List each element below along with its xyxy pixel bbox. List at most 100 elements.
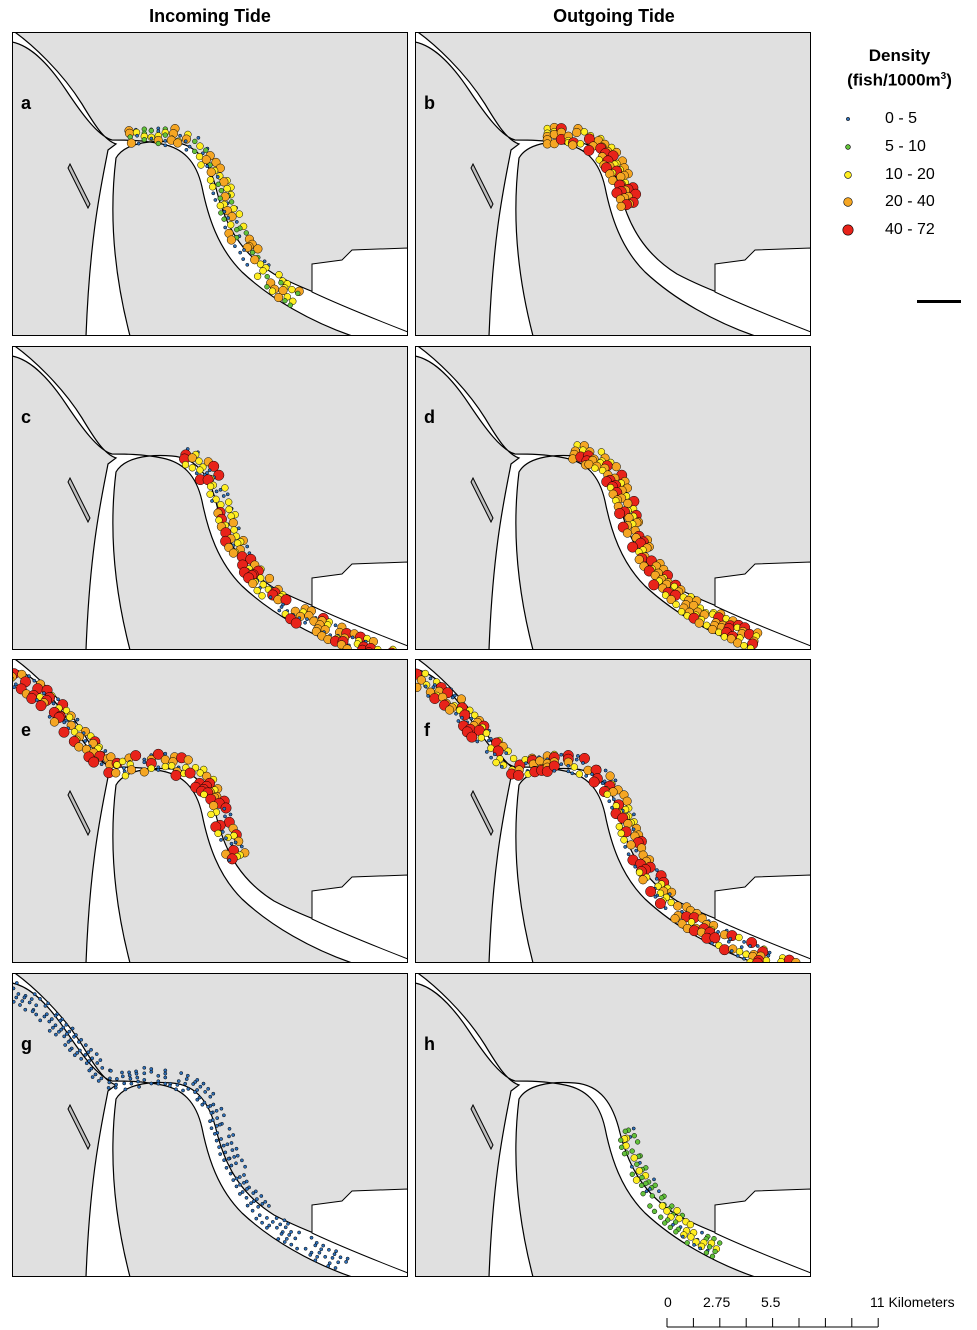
density-point xyxy=(265,274,270,279)
density-point xyxy=(228,1127,231,1130)
map-svg xyxy=(12,973,408,1277)
density-point xyxy=(276,271,283,278)
density-point xyxy=(210,1127,213,1130)
density-point xyxy=(59,1019,62,1022)
density-point xyxy=(242,1173,245,1176)
density-point xyxy=(97,1079,100,1082)
density-point xyxy=(630,1172,635,1177)
density-point xyxy=(741,642,748,649)
density-point xyxy=(265,284,270,289)
map-panel-h: h xyxy=(415,973,811,1277)
density-point xyxy=(197,143,204,150)
legend-title-line1: Density xyxy=(822,45,977,66)
density-point xyxy=(230,1141,233,1144)
density-point xyxy=(634,1162,639,1167)
density-point xyxy=(269,288,276,295)
density-point xyxy=(101,1066,104,1069)
density-point xyxy=(305,618,308,621)
density-point xyxy=(130,1082,133,1085)
density-point xyxy=(641,1191,646,1196)
density-point xyxy=(185,148,188,151)
density-point xyxy=(136,134,139,137)
density-point xyxy=(76,718,79,721)
density-point xyxy=(121,1075,124,1078)
map-panel-d: d xyxy=(415,346,811,650)
density-point xyxy=(227,236,236,245)
density-point xyxy=(114,1086,117,1089)
density-point xyxy=(632,828,635,831)
density-point xyxy=(215,830,222,837)
density-point xyxy=(632,1127,635,1130)
density-point xyxy=(184,1082,187,1085)
density-point xyxy=(485,750,488,753)
density-point xyxy=(122,767,125,770)
density-point xyxy=(339,1256,342,1259)
density-point xyxy=(127,139,136,148)
density-point xyxy=(568,141,577,150)
density-point xyxy=(577,140,584,147)
density-point xyxy=(275,1226,278,1229)
density-point xyxy=(189,464,196,471)
density-point xyxy=(50,1018,53,1021)
density-point xyxy=(668,1225,673,1230)
density-point xyxy=(54,1024,57,1027)
density-point xyxy=(693,1243,696,1246)
density-point xyxy=(174,1088,177,1091)
density-point xyxy=(688,1234,695,1241)
density-point xyxy=(640,1175,645,1180)
density-point xyxy=(50,718,59,727)
density-point xyxy=(207,491,214,498)
density-point xyxy=(108,1081,111,1084)
density-point xyxy=(91,1076,94,1079)
density-point xyxy=(18,1003,21,1006)
density-point xyxy=(14,683,17,686)
density-point xyxy=(252,1192,255,1195)
density-point xyxy=(743,940,746,943)
scale-unit: Kilometers xyxy=(888,1294,954,1310)
density-point xyxy=(649,580,659,590)
density-point xyxy=(630,1165,633,1168)
density-point xyxy=(120,1071,123,1074)
density-point xyxy=(94,1073,97,1076)
density-point xyxy=(207,1105,210,1108)
density-point xyxy=(254,587,261,594)
density-point xyxy=(618,830,625,837)
density-point xyxy=(204,1090,207,1093)
legend-label-0: 0 - 5 xyxy=(885,110,917,128)
density-point xyxy=(335,1250,338,1253)
density-point xyxy=(245,1187,248,1190)
density-point xyxy=(212,1103,215,1106)
density-point xyxy=(100,1077,103,1080)
density-point xyxy=(30,998,33,1001)
density-point xyxy=(296,1247,299,1250)
map-panel-f: f xyxy=(415,659,811,963)
density-point xyxy=(467,732,477,742)
legend-title-close: ) xyxy=(946,71,952,90)
density-point xyxy=(150,1070,153,1073)
density-point xyxy=(227,221,234,228)
density-point xyxy=(617,202,626,211)
density-point xyxy=(227,1135,230,1138)
density-point xyxy=(700,1231,703,1234)
density-point xyxy=(184,140,187,143)
density-point xyxy=(164,1069,167,1072)
density-point xyxy=(187,1087,190,1090)
density-point xyxy=(662,1221,667,1226)
density-point xyxy=(710,933,720,943)
density-point xyxy=(228,859,231,862)
density-point xyxy=(229,200,234,205)
legend-symbol-1 xyxy=(838,137,858,157)
density-point xyxy=(291,618,301,628)
map-panel-a: a xyxy=(12,32,408,336)
density-point xyxy=(143,1072,146,1075)
density-point xyxy=(627,841,636,850)
density-point xyxy=(171,770,181,780)
density-point xyxy=(164,139,167,142)
panel-label-d: d xyxy=(424,407,435,428)
density-point xyxy=(719,945,729,955)
density-point xyxy=(257,1205,260,1208)
density-point xyxy=(742,957,745,960)
density-point xyxy=(64,1043,67,1046)
density-point xyxy=(278,609,281,612)
density-point xyxy=(606,772,615,781)
